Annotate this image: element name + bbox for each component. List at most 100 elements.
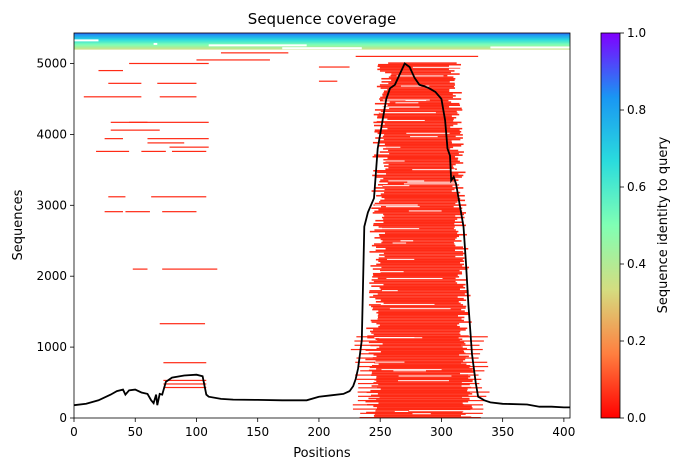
alignment-row <box>74 34 570 36</box>
alignment-row <box>379 324 458 326</box>
colorbar: 0.0 0.2 0.4 0.6 0.8 1.0 Sequence identity to … <box>600 26 671 425</box>
alignment-row <box>373 405 472 408</box>
alignment-row <box>370 330 461 333</box>
alignment-row <box>74 33 570 35</box>
alignment-row <box>378 402 463 404</box>
colorbar-gradient <box>600 32 621 419</box>
alignment-row <box>380 350 465 353</box>
alignment-row <box>373 223 455 225</box>
alignment-row <box>385 146 454 149</box>
alignment-row <box>373 169 452 172</box>
alignment-row <box>383 213 464 216</box>
alignment-row <box>388 82 455 85</box>
alignment-row <box>378 208 460 211</box>
alignment-row <box>372 276 460 278</box>
colorbar-tick-label: 0.2 <box>627 334 646 348</box>
alignment-row <box>378 201 458 203</box>
alignment-row <box>371 371 474 373</box>
alignment-row <box>370 265 463 267</box>
alignment-row <box>384 232 458 234</box>
alignment-row <box>373 329 466 331</box>
alignment-row <box>370 394 469 397</box>
alignment-row <box>379 286 466 289</box>
alignment-row <box>389 101 452 103</box>
alignment-row <box>159 96 197 98</box>
alignment-row <box>83 96 142 98</box>
x-tick-label: 100 <box>185 425 208 439</box>
alignment-row <box>383 252 465 255</box>
alignment-row <box>162 211 197 213</box>
alignment-row <box>377 116 457 119</box>
alignment-gap <box>400 240 414 242</box>
alignment-gap <box>372 119 425 121</box>
alignment-row <box>386 173 459 175</box>
alignment-row <box>147 138 209 140</box>
alignment-row <box>378 325 460 328</box>
alignment-row <box>372 155 456 158</box>
x-tick-label: 400 <box>552 425 575 439</box>
alignment-row <box>378 313 470 316</box>
alignment-gap <box>405 99 427 101</box>
alignment-row <box>383 221 464 224</box>
alignment-row <box>376 311 469 314</box>
alignment-row <box>378 145 462 147</box>
alignment-row <box>373 113 460 116</box>
alignment-row <box>352 404 483 406</box>
alignment-row <box>387 118 454 121</box>
alignment-row <box>389 107 462 110</box>
alignment-row <box>375 301 459 303</box>
alignment-row <box>369 290 469 292</box>
alignment-row <box>383 91 462 94</box>
colorbar-tick-label: 0.0 <box>627 411 646 425</box>
alignment-row <box>371 305 467 308</box>
alignment-row <box>359 353 481 355</box>
alignment-row <box>379 140 452 142</box>
alignment-gap <box>388 180 425 182</box>
alignment-row <box>74 36 570 38</box>
alignment-gap <box>378 271 404 273</box>
colorbar-tick-label: 0.4 <box>627 257 646 271</box>
alignment-row <box>368 397 470 400</box>
axes-frame <box>73 32 571 419</box>
coverage-line-layer <box>74 62 570 409</box>
alignment-gap <box>395 102 419 104</box>
alignment-row <box>375 137 463 139</box>
alignment-row <box>377 318 462 320</box>
alignment-gap <box>153 42 158 45</box>
alignment-row <box>377 316 465 319</box>
alignment-row <box>387 182 457 185</box>
alignment-row <box>74 42 570 44</box>
alignment-gap <box>398 375 452 377</box>
alignment-row <box>381 266 470 269</box>
alignment-row <box>381 126 451 128</box>
alignment-row <box>378 260 465 263</box>
alignment-row <box>383 162 464 164</box>
alignment-row <box>378 257 465 259</box>
alignment-gap <box>490 46 570 49</box>
alignment-gap <box>410 136 438 138</box>
alignment-row <box>383 283 466 286</box>
alignment-row <box>376 194 465 197</box>
y-tick-label: 0 <box>59 411 67 425</box>
alignment-row <box>377 65 449 68</box>
alignment-row <box>370 319 464 322</box>
alignment-gap <box>379 112 436 114</box>
alignment-gap <box>393 370 426 372</box>
alignment-row <box>367 335 469 337</box>
alignment-row <box>147 142 185 144</box>
alignment-gap <box>381 369 442 371</box>
alignment-row <box>373 414 461 417</box>
alignment-row <box>369 296 458 298</box>
alignment-gap <box>375 160 405 162</box>
x-tick-label: 250 <box>369 425 392 439</box>
alignment-row <box>376 377 469 380</box>
alignment-row <box>74 45 570 47</box>
alignment-row <box>374 109 463 111</box>
alignment-row <box>371 190 452 192</box>
alignment-row <box>368 341 465 344</box>
alignment-row <box>378 233 467 236</box>
alignment-row <box>74 37 570 39</box>
alignment-row <box>163 383 207 385</box>
alignment-row <box>374 129 460 131</box>
